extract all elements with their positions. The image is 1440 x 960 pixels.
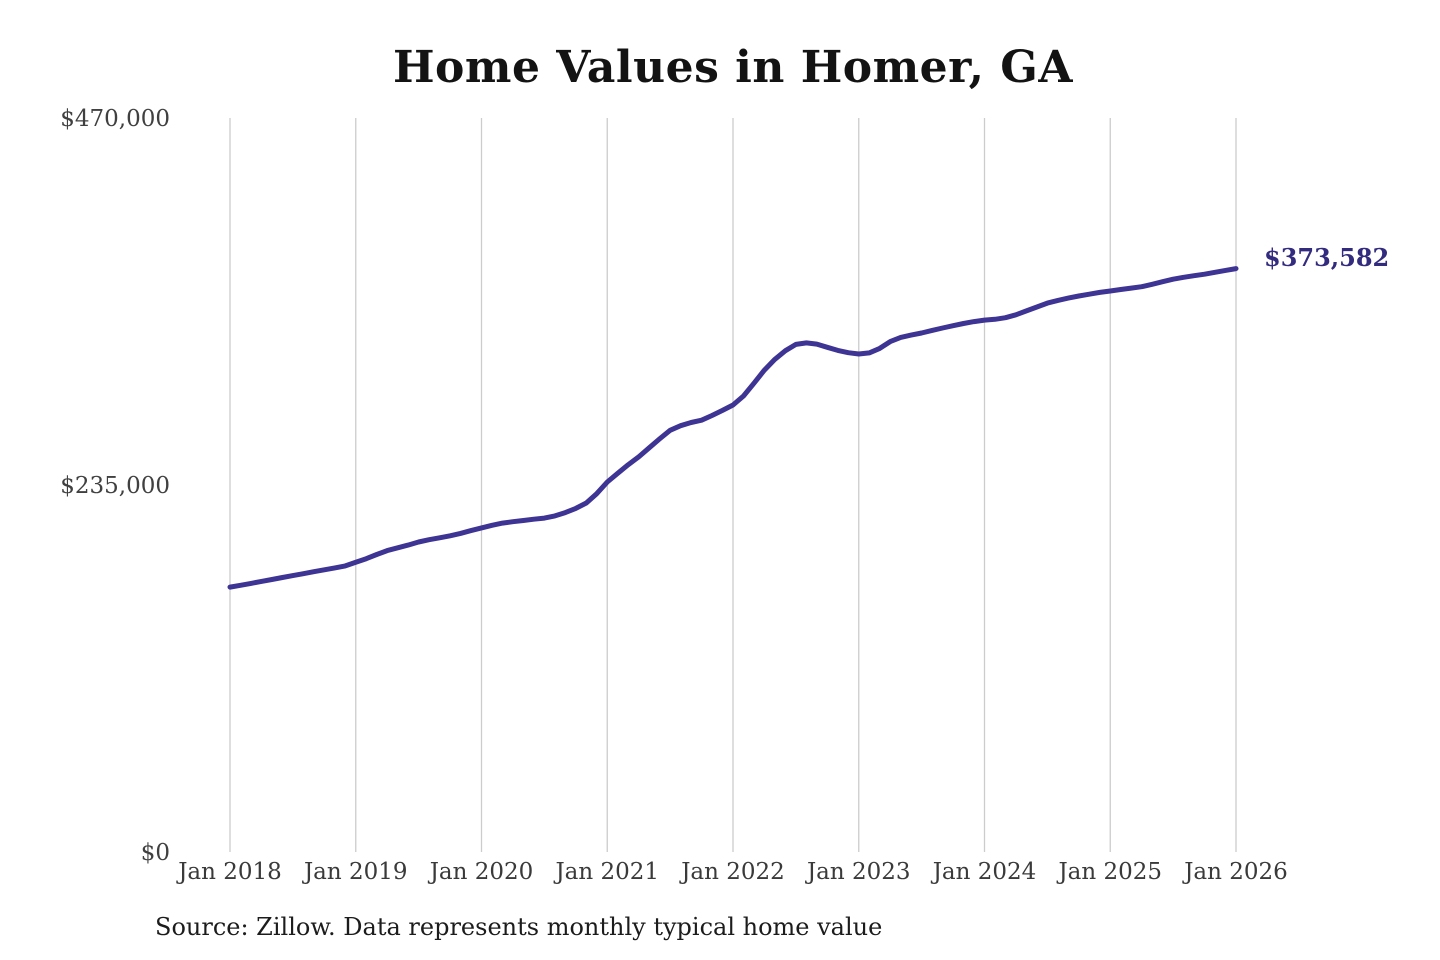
y-axis-tick-label: $470,000 [60, 106, 170, 132]
x-axis-tick-label: Jan 2021 [555, 859, 660, 885]
y-axis-tick-label: $0 [140, 840, 170, 866]
x-axis-tick-label: Jan 2024 [932, 859, 1037, 885]
x-axis-tick-label: Jan 2020 [429, 859, 534, 885]
x-axis-tick-label: Jan 2018 [178, 859, 282, 885]
chart-title: Home Values in Homer, GA [392, 42, 1073, 93]
x-axis-tick-label: Jan 2019 [303, 859, 408, 885]
source-note: Source: Zillow. Data represents monthly … [155, 913, 883, 941]
x-axis-tick-label: Jan 2023 [806, 859, 911, 885]
final-value-label: $373,582 [1264, 242, 1390, 272]
x-axis-tick-label: Jan 2022 [681, 859, 785, 885]
x-axis-tick-label: Jan 2025 [1058, 859, 1163, 885]
y-axis-tick-label: $235,000 [60, 473, 170, 499]
home-value-line [227, 266, 1239, 590]
x-axis-tick-label: Jan 2026 [1184, 859, 1288, 885]
